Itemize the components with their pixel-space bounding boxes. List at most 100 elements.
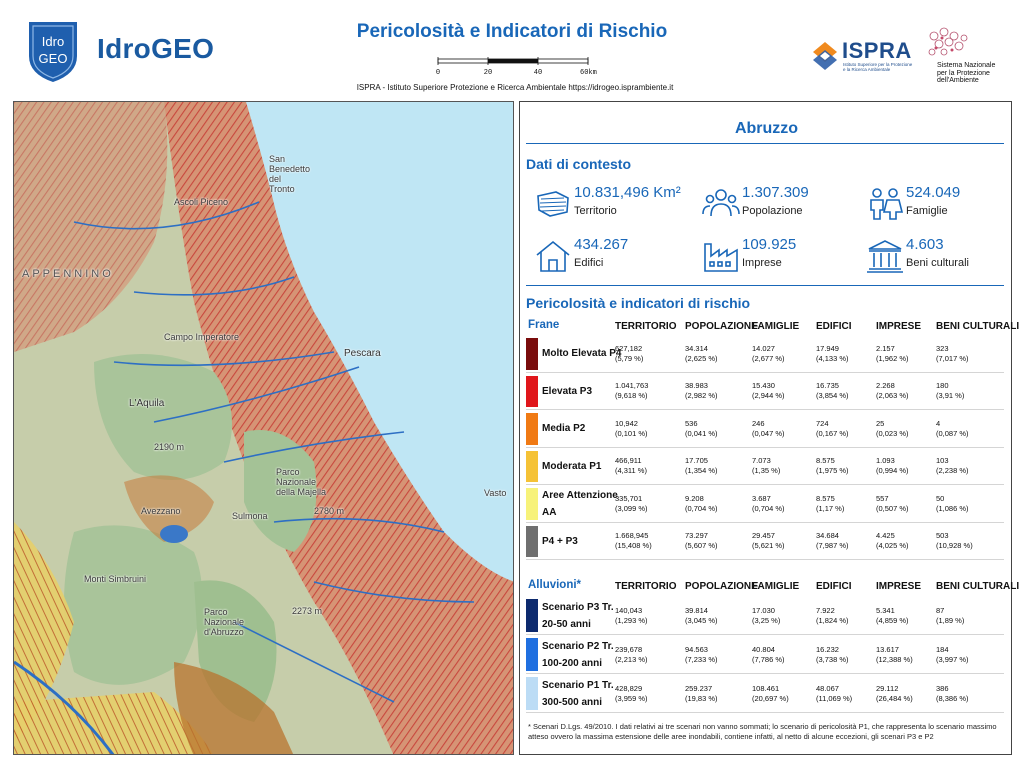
ispra-subtitle: Istituto Superiore per la Protezione e l… (843, 62, 913, 72)
row-label: Scenario P1 Tr. 300-500 anni (542, 679, 614, 708)
divider (526, 143, 1004, 144)
legend-swatch (526, 638, 538, 671)
legend-swatch (526, 525, 538, 557)
kpi-families-label: Famiglie (906, 205, 948, 217)
table-cell: 1.668,945 (15,408 %) (615, 531, 652, 551)
kpi-population-value: 1.307.309 (742, 184, 809, 201)
kpi-population: 1.307.309 Popolazione (702, 184, 862, 226)
scale-tick-label: 40 (534, 69, 542, 77)
snpa-name: Sistema Nazionale per la Protezione dell… (937, 62, 996, 84)
column-header: POPOLAZIONE (685, 321, 758, 332)
table-cell: 5.341 (4,859 %) (876, 605, 909, 625)
scale-tick-label: 20 (484, 69, 492, 77)
column-header: TERRITORIO (615, 581, 677, 592)
map-label-majella: Parco Nazionale della Majella (276, 467, 327, 497)
column-header: FAMIGLIE (752, 581, 800, 592)
table-cell: 15.430 (2,944 %) (752, 381, 785, 401)
column-header: EDIFICI (816, 581, 852, 592)
table-cell: 38.983 (2,982 %) (685, 381, 718, 401)
kpi-buildings: 434.267 Edifici (534, 236, 694, 278)
table-cell: 8.575 (1,17 %) (816, 493, 845, 513)
column-header: EDIFICI (816, 321, 852, 332)
families-icon (870, 188, 904, 220)
row-divider (526, 371, 1004, 373)
map-label-vasto: Vasto (484, 488, 507, 498)
context-title: Dati di contesto (526, 156, 632, 172)
map-label-avezzano: Avezzano (141, 506, 181, 516)
footnote: * Scenari D.Lgs. 49/2010. I dati relativ… (528, 722, 997, 741)
table-cell: 386 (8,386 %) (936, 683, 969, 703)
kpi-buildings-value: 434.267 (574, 236, 629, 253)
table-cell: 87 (1,89 %) (936, 605, 965, 625)
table-row: Aree Attenzione AA 335,701 (3,099 %) 9.208 (0… (526, 485, 1004, 523)
table-cell: 239,678 (2,213 %) (615, 644, 648, 664)
column-header: FAMIGLIE (752, 321, 800, 332)
table-cell: 34.684 (7,987 %) (816, 531, 849, 551)
table-cell: 10,942 (0,101 %) (615, 418, 648, 438)
table-cell: 17.949 (4,133 %) (816, 343, 849, 363)
risk-map[interactable]: San Benedetto del Tronto Ascoli Piceno P… (13, 101, 514, 755)
table-cell: 39.814 (3,045 %) (685, 605, 718, 625)
table-cell: 3.687 (0,704 %) (752, 493, 785, 513)
snpa-logo (928, 27, 968, 56)
table-cell: 2.268 (2,063 %) (876, 381, 909, 401)
factory-icon (704, 243, 738, 272)
table-cell: 34.314 (2,625 %) (685, 343, 718, 363)
map-label-ascoli: Ascoli Piceno (174, 197, 229, 207)
risk-title: Pericolosità e indicatori di rischio (526, 295, 751, 311)
table-cell: 9.208 (0,704 %) (685, 493, 718, 513)
table-cell: 25 (0,023 %) (876, 418, 909, 438)
table-cell: 1.093 (0,994 %) (876, 456, 909, 476)
svg-text:Idro: Idro (42, 34, 64, 49)
row-divider (526, 634, 1004, 635)
table-cell: 13.617 (12,388 %) (876, 644, 913, 664)
divider (526, 285, 1004, 286)
legend-swatch (526, 488, 538, 520)
row-divider (526, 521, 1004, 523)
table-cell: 180 (3,91 %) (936, 381, 965, 401)
table-cell: 724 (0,167 %) (816, 418, 849, 438)
row-label: Media P2 (542, 423, 586, 435)
table-row: P4 + P3 1.668,945 (15,408 %) 73.297 (5,607 %… (526, 523, 1004, 560)
map-label-simbruini: Monti Simbruini (84, 574, 147, 584)
ispra-logo (813, 42, 837, 70)
table-cell: 140,043 (1,293 %) (615, 605, 648, 625)
map-label-sulmona: Sulmona (232, 511, 268, 521)
map-canvas[interactable] (14, 102, 514, 755)
table-cell: 103 (2,238 %) (936, 456, 969, 476)
kpi-families-value: 524.049 (906, 184, 961, 201)
table-cell: 1.041,763 (9,618 %) (615, 381, 649, 401)
table-cell: 29.457 (5,621 %) (752, 531, 785, 551)
table-cell: 40.804 (7,786 %) (752, 644, 785, 664)
table-cell: 16.232 (3,738 %) (816, 644, 849, 664)
row-label: Moderata P1 (542, 460, 602, 472)
table-cell: 4.425 (4,025 %) (876, 531, 909, 551)
kpi-companies-value: 109.925 (742, 236, 797, 253)
kpi-heritage: 4.603 Beni culturali (866, 236, 1024, 278)
kpi-population-label: Popolazione (742, 205, 803, 217)
ispra-wordmark: ISPRA (842, 38, 912, 63)
legend-swatch (526, 338, 538, 370)
table-cell: 503 (10,928 %) (936, 531, 973, 551)
kpi-heritage-value: 4.603 (906, 236, 944, 253)
table-cell: 246 (0,047 %) (752, 418, 785, 438)
table-cell: 536 (0,041 %) (685, 418, 718, 438)
row-divider (526, 673, 1004, 674)
app-name: IdroGEO (97, 33, 215, 64)
region-name: Abruzzo (734, 120, 799, 137)
table-row: Media P2 10,942 (0,101 %) 536 (0,041 %) 246 (0… (526, 410, 1004, 448)
table-cell: 2.157 (1,962 %) (876, 343, 909, 363)
legend-swatch (526, 677, 538, 710)
legend-swatch (526, 450, 538, 482)
table-cell: 7.073 (1,35 %) (752, 456, 781, 476)
table-cell: 466,911 (4,311 %) (615, 456, 647, 476)
population-icon (702, 189, 740, 217)
table-cell: 94.563 (7,233 %) (685, 644, 718, 664)
legend-swatch (526, 413, 538, 445)
map-label-abruzzo-park: Parco Nazionale d'Abruzzo (204, 607, 245, 637)
table-cell: 259.237 (19,83 %) (685, 683, 718, 703)
table-cell: 335,701 (3,099 %) (615, 493, 648, 513)
row-divider (526, 559, 1004, 560)
table-cell: 184 (3,997 %) (936, 644, 969, 664)
map-label-pescara: Pescara (344, 348, 381, 359)
